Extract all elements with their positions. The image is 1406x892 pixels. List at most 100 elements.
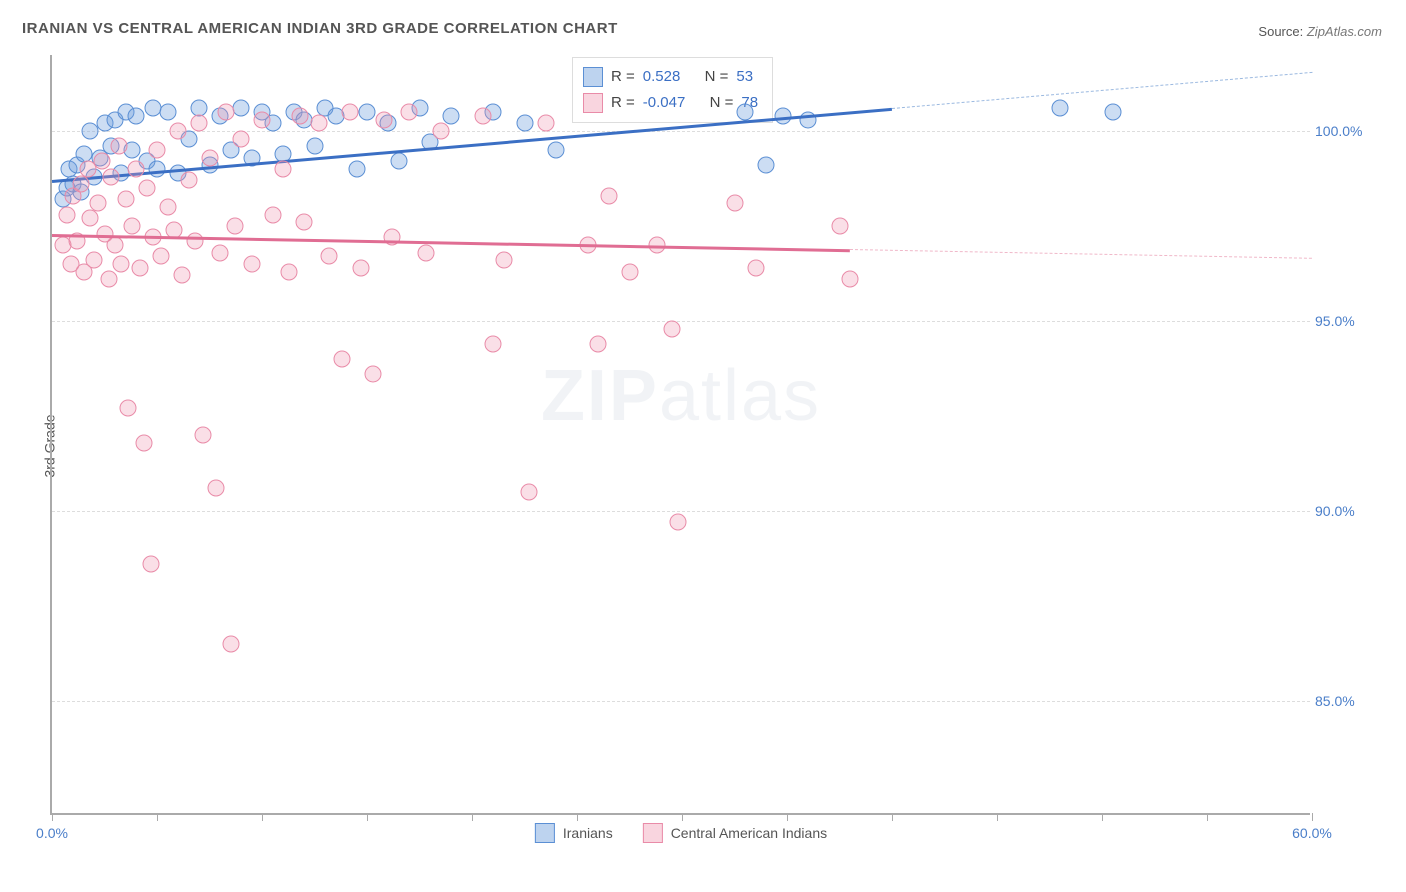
gridline bbox=[52, 701, 1310, 702]
scatter-point bbox=[218, 104, 235, 121]
scatter-point bbox=[159, 199, 176, 216]
scatter-point bbox=[201, 149, 218, 166]
x-tick bbox=[577, 813, 578, 821]
source-value: ZipAtlas.com bbox=[1307, 24, 1382, 39]
source-label: Source: bbox=[1258, 24, 1303, 39]
legend-item-pink: Central American Indians bbox=[643, 823, 827, 843]
y-tick-label: 95.0% bbox=[1315, 313, 1375, 329]
legend-label-blue: Iranians bbox=[563, 825, 613, 841]
chart-title: IRANIAN VS CENTRAL AMERICAN INDIAN 3RD G… bbox=[22, 20, 618, 37]
scatter-point bbox=[669, 514, 686, 531]
scatter-point bbox=[726, 195, 743, 212]
watermark-bold: ZIP bbox=[541, 356, 659, 436]
x-tick bbox=[52, 813, 53, 821]
scatter-point bbox=[233, 100, 250, 117]
scatter-point bbox=[390, 153, 407, 170]
stats-row-pink: R = -0.047 N = 78 bbox=[583, 90, 758, 116]
r-value-blue: 0.528 bbox=[643, 64, 681, 90]
n-label: N = bbox=[710, 90, 734, 116]
scatter-point bbox=[142, 556, 159, 573]
scatter-point bbox=[737, 104, 754, 121]
scatter-point bbox=[111, 138, 128, 155]
scatter-point bbox=[128, 107, 145, 124]
scatter-point bbox=[212, 244, 229, 261]
scatter-point bbox=[474, 107, 491, 124]
gridline bbox=[52, 321, 1310, 322]
plot-area: ZIPatlas R = 0.528 N = 53 R = -0.047 N =… bbox=[50, 55, 1310, 815]
scatter-point bbox=[401, 104, 418, 121]
r-label: R = bbox=[611, 64, 635, 90]
scatter-point bbox=[1052, 100, 1069, 117]
scatter-point bbox=[233, 130, 250, 147]
scatter-point bbox=[73, 176, 90, 193]
r-label: R = bbox=[611, 90, 635, 116]
n-label: N = bbox=[705, 64, 729, 90]
scatter-point bbox=[149, 161, 166, 178]
scatter-point bbox=[384, 229, 401, 246]
scatter-point bbox=[747, 259, 764, 276]
x-tick bbox=[1207, 813, 1208, 821]
gridline bbox=[52, 511, 1310, 512]
scatter-point bbox=[352, 259, 369, 276]
scatter-point bbox=[222, 636, 239, 653]
scatter-point bbox=[359, 104, 376, 121]
scatter-point bbox=[138, 180, 155, 197]
x-tick-label: 60.0% bbox=[1292, 825, 1332, 841]
scatter-point bbox=[333, 351, 350, 368]
scatter-point bbox=[159, 104, 176, 121]
stats-row-blue: R = 0.528 N = 53 bbox=[583, 64, 758, 90]
scatter-point bbox=[365, 366, 382, 383]
watermark: ZIPatlas bbox=[541, 355, 821, 437]
scatter-point bbox=[186, 233, 203, 250]
scatter-point bbox=[291, 107, 308, 124]
scatter-point bbox=[226, 218, 243, 235]
scatter-point bbox=[495, 252, 512, 269]
x-tick bbox=[472, 813, 473, 821]
scatter-point bbox=[123, 218, 140, 235]
scatter-point bbox=[296, 214, 313, 231]
legend-item-blue: Iranians bbox=[535, 823, 613, 843]
scatter-point bbox=[663, 320, 680, 337]
scatter-point bbox=[1104, 104, 1121, 121]
scatter-point bbox=[191, 115, 208, 132]
legend-label-pink: Central American Indians bbox=[671, 825, 827, 841]
scatter-point bbox=[342, 104, 359, 121]
scatter-point bbox=[86, 252, 103, 269]
x-tick bbox=[1102, 813, 1103, 821]
scatter-point bbox=[132, 259, 149, 276]
scatter-point bbox=[281, 263, 298, 280]
x-tick bbox=[262, 813, 263, 821]
scatter-point bbox=[306, 138, 323, 155]
scatter-point bbox=[254, 111, 271, 128]
scatter-point bbox=[375, 111, 392, 128]
scatter-point bbox=[310, 115, 327, 132]
x-tick bbox=[367, 813, 368, 821]
scatter-point bbox=[417, 244, 434, 261]
trend-dash bbox=[850, 249, 1312, 259]
scatter-point bbox=[621, 263, 638, 280]
scatter-point bbox=[264, 206, 281, 223]
scatter-point bbox=[180, 172, 197, 189]
y-tick-label: 90.0% bbox=[1315, 503, 1375, 519]
swatch-blue-icon bbox=[535, 823, 555, 843]
scatter-point bbox=[195, 427, 212, 444]
bottom-legend: Iranians Central American Indians bbox=[535, 823, 827, 843]
scatter-point bbox=[348, 161, 365, 178]
scatter-point bbox=[149, 142, 166, 159]
x-tick bbox=[1312, 813, 1313, 821]
scatter-point bbox=[590, 335, 607, 352]
scatter-point bbox=[107, 237, 124, 254]
scatter-point bbox=[516, 115, 533, 132]
x-tick bbox=[787, 813, 788, 821]
scatter-point bbox=[100, 271, 117, 288]
x-tick bbox=[682, 813, 683, 821]
swatch-blue-icon bbox=[583, 67, 603, 87]
swatch-pink-icon bbox=[583, 93, 603, 113]
scatter-point bbox=[113, 256, 130, 273]
trend-line bbox=[52, 234, 850, 252]
scatter-point bbox=[81, 210, 98, 227]
chart-container: ZIPatlas R = 0.528 N = 53 R = -0.047 N =… bbox=[50, 55, 1380, 845]
n-value-blue: 53 bbox=[736, 64, 753, 90]
scatter-point bbox=[58, 206, 75, 223]
scatter-point bbox=[243, 256, 260, 273]
